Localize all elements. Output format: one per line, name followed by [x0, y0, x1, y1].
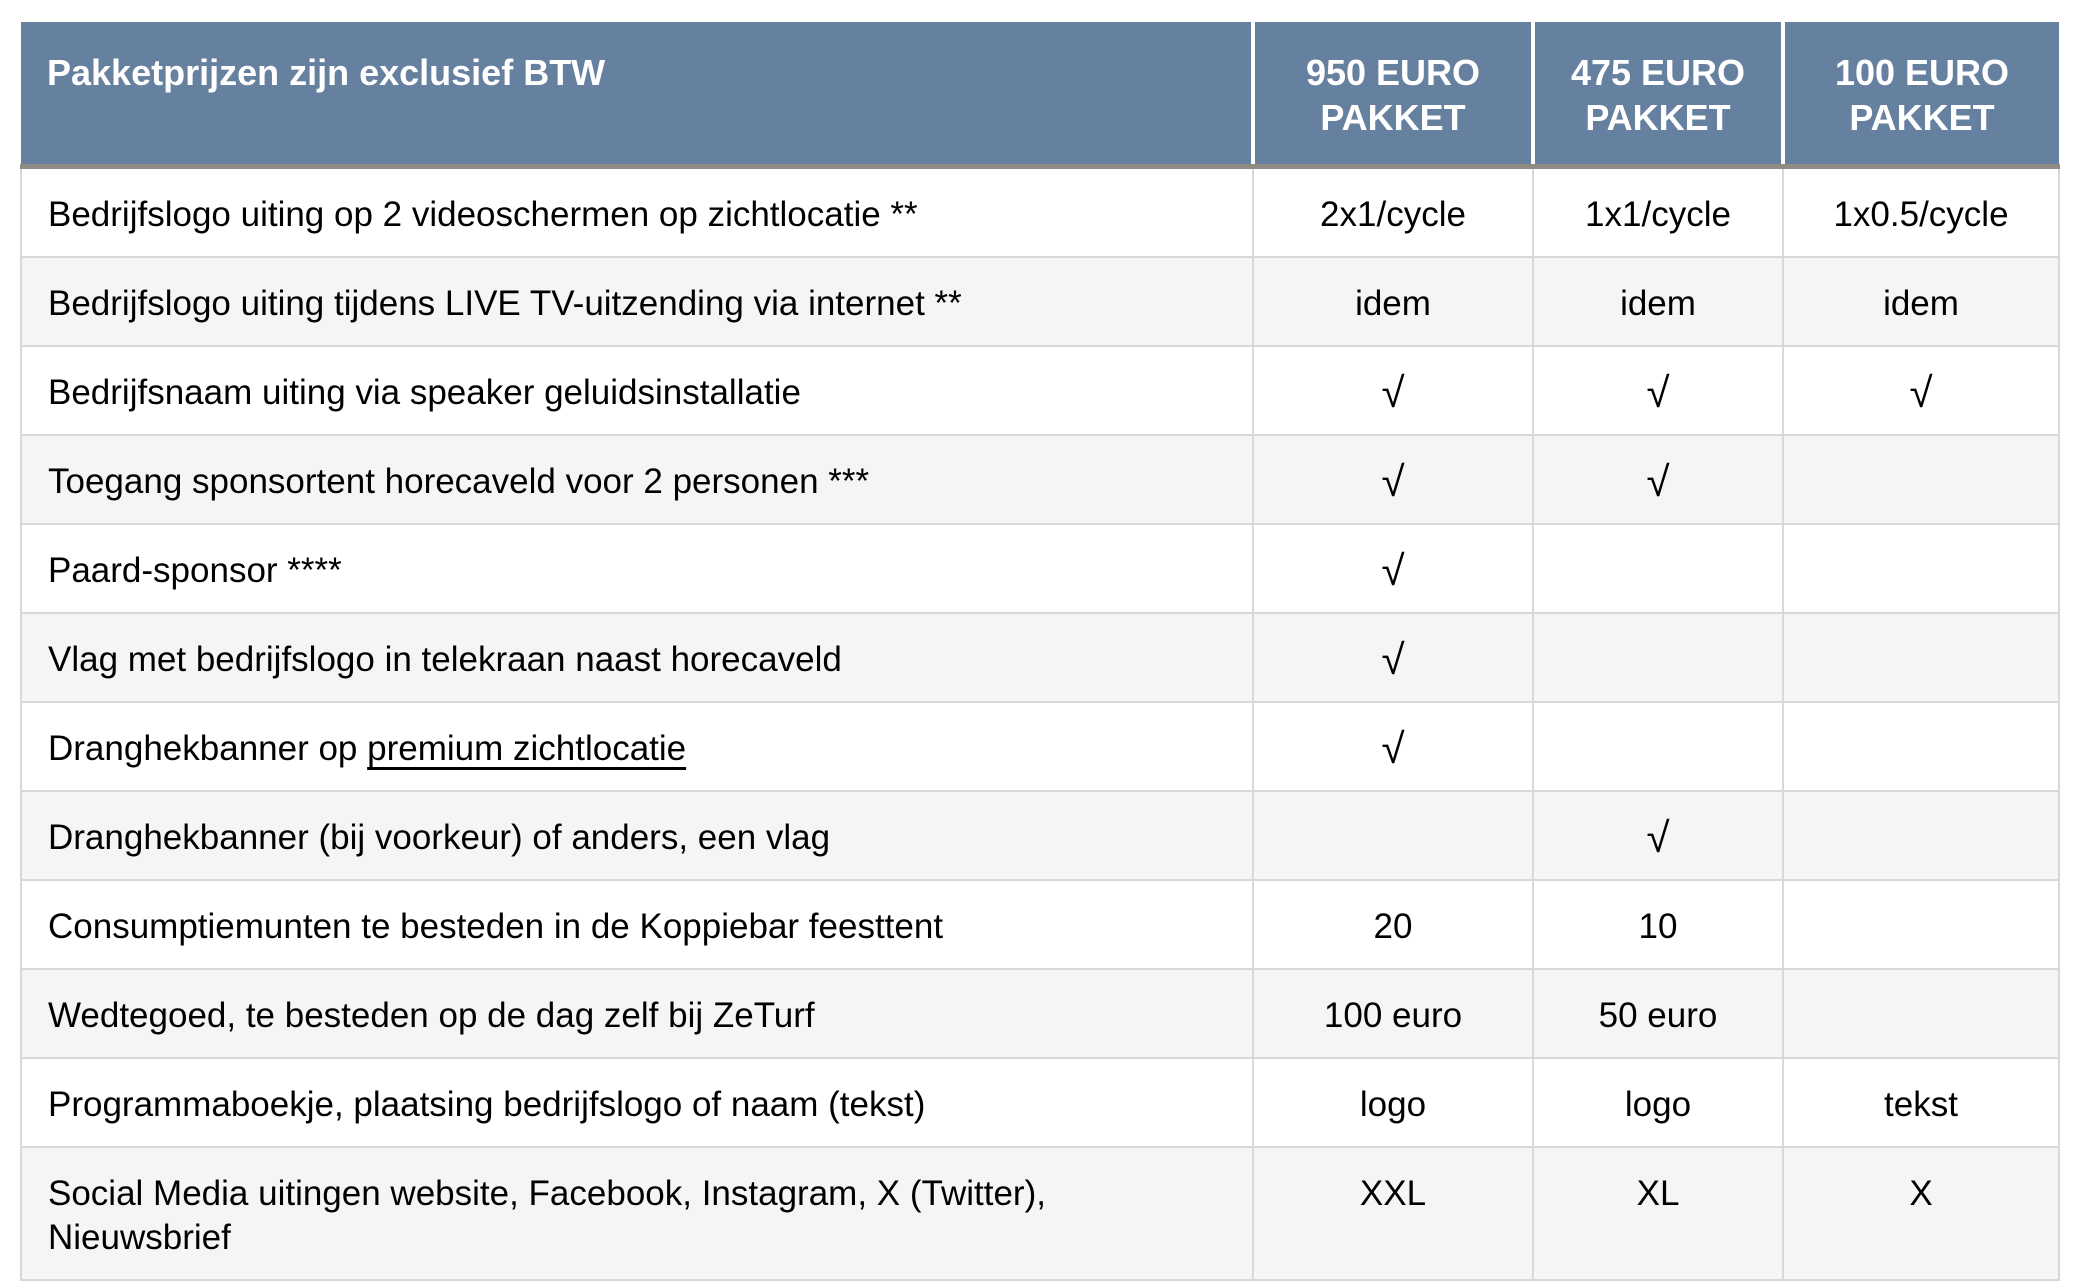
- cell-value: 2x1/cycle: [1252, 165, 1534, 258]
- cell-value: logo: [1252, 1057, 1534, 1148]
- table-title-cell: Pakketprijzen zijn exclusief BTW: [21, 22, 1255, 169]
- row-label: Vlag met bedrijfslogo in telekraan naast…: [20, 612, 1254, 703]
- row-label: Wedtegoed, te besteden op de dag zelf bi…: [20, 968, 1254, 1059]
- cell-value: tekst: [1782, 1057, 2060, 1148]
- checkmark-icon: √: [1532, 434, 1784, 525]
- row-label: Paard-sponsor ****: [20, 523, 1254, 614]
- cell-empty: [1252, 790, 1534, 881]
- checkmark-icon: √: [1532, 790, 1784, 881]
- table-row: Toegang sponsortent horecaveld voor 2 pe…: [20, 434, 2060, 525]
- cell-empty: [1782, 434, 2060, 525]
- table-row: Social Media uitingen website, Facebook,…: [20, 1146, 2060, 1281]
- row-label: Dranghekbanner (bij voorkeur) of anders,…: [20, 790, 1254, 881]
- cell-value: X: [1782, 1146, 2060, 1281]
- row-label-underlined-text: premium zichtlocatie: [367, 729, 687, 768]
- checkmark-icon: √: [1252, 701, 1534, 792]
- table-row: Bedrijfslogo uiting op 2 videoschermen o…: [20, 165, 2060, 258]
- table-header-row: Pakketprijzen zijn exclusief BTW 950 EUR…: [21, 22, 2059, 169]
- table-body: Bedrijfslogo uiting op 2 videoschermen o…: [20, 165, 2060, 1281]
- cell-value: 100 euro: [1252, 968, 1534, 1059]
- table-header: Pakketprijzen zijn exclusief BTW 950 EUR…: [21, 22, 2059, 169]
- table-row: Wedtegoed, te besteden op de dag zelf bi…: [20, 968, 2060, 1059]
- row-label: Bedrijfslogo uiting tijdens LIVE TV-uitz…: [20, 256, 1254, 347]
- table-row: Programmaboekje, plaatsing bedrijfslogo …: [20, 1057, 2060, 1148]
- checkmark-icon: √: [1252, 434, 1534, 525]
- row-label: Programmaboekje, plaatsing bedrijfslogo …: [20, 1057, 1254, 1148]
- cell-value: idem: [1532, 256, 1784, 347]
- cell-value: 20: [1252, 879, 1534, 970]
- cell-value: logo: [1532, 1057, 1784, 1148]
- cell-value: 1x1/cycle: [1532, 165, 1784, 258]
- cell-value: XXL: [1252, 1146, 1534, 1281]
- table-row: Dranghekbanner (bij voorkeur) of anders,…: [20, 790, 2060, 881]
- row-label: Toegang sponsortent horecaveld voor 2 pe…: [20, 434, 1254, 525]
- cell-value: XL: [1532, 1146, 1784, 1281]
- table-row: Bedrijfsnaam uiting via speaker geluidsi…: [20, 345, 2060, 436]
- row-label-text: Dranghekbanner op: [48, 729, 368, 768]
- cell-value: idem: [1782, 256, 2060, 347]
- cell-empty: [1782, 790, 2060, 881]
- row-label: Bedrijfslogo uiting op 2 videoschermen o…: [20, 165, 1254, 258]
- cell-value: 1x0.5/cycle: [1782, 165, 2060, 258]
- cell-empty: [1782, 523, 2060, 614]
- table-row: Dranghekbanner op premium zichtlocatie √: [20, 701, 2060, 792]
- cell-empty: [1532, 523, 1784, 614]
- cell-empty: [1532, 701, 1784, 792]
- cell-value: idem: [1252, 256, 1534, 347]
- cell-empty: [1532, 612, 1784, 703]
- checkmark-icon: √: [1252, 612, 1534, 703]
- table-row: Bedrijfslogo uiting tijdens LIVE TV-uitz…: [20, 256, 2060, 347]
- checkmark-icon: √: [1252, 523, 1534, 614]
- cell-value: 10: [1532, 879, 1784, 970]
- row-label: Social Media uitingen website, Facebook,…: [20, 1146, 1254, 1281]
- cell-empty: [1782, 612, 2060, 703]
- row-label: Bedrijfsnaam uiting via speaker geluidsi…: [20, 345, 1254, 436]
- row-label: Dranghekbanner op premium zichtlocatie: [20, 701, 1254, 792]
- column-header-475-euro-pakket: 475 EURO PAKKET: [1533, 22, 1785, 169]
- column-header-100-euro-pakket: 100 EURO PAKKET: [1783, 22, 2059, 169]
- table-row: Paard-sponsor **** √: [20, 523, 2060, 614]
- table-row: Consumptiemunten te besteden in de Koppi…: [20, 879, 2060, 970]
- cell-value: 50 euro: [1532, 968, 1784, 1059]
- checkmark-icon: √: [1532, 345, 1784, 436]
- checkmark-icon: √: [1252, 345, 1534, 436]
- cell-empty: [1782, 968, 2060, 1059]
- column-header-950-euro-pakket: 950 EURO PAKKET: [1253, 22, 1535, 169]
- sponsor-packages-table: Pakketprijzen zijn exclusief BTW 950 EUR…: [20, 22, 2060, 1281]
- cell-empty: [1782, 701, 2060, 792]
- table-row: Vlag met bedrijfslogo in telekraan naast…: [20, 612, 2060, 703]
- cell-empty: [1782, 879, 2060, 970]
- checkmark-icon: √: [1782, 345, 2060, 436]
- row-label: Consumptiemunten te besteden in de Koppi…: [20, 879, 1254, 970]
